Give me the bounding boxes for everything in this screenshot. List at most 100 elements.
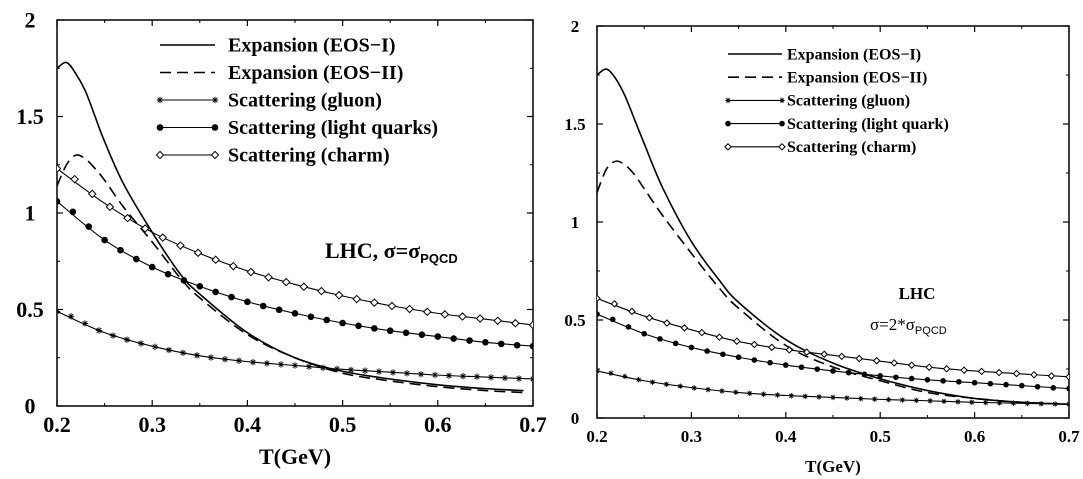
series-marker — [1003, 381, 1009, 388]
series-line — [597, 68, 1069, 406]
series-marker — [1066, 401, 1069, 407]
series-marker — [628, 307, 636, 316]
series-marker — [475, 314, 485, 323]
series-marker — [885, 396, 892, 403]
series-marker — [196, 283, 204, 290]
series-marker — [422, 307, 432, 317]
series-marker — [767, 359, 773, 366]
series-marker — [1034, 383, 1041, 390]
series-marker — [87, 189, 97, 199]
series-marker — [355, 322, 362, 330]
series-marker — [1012, 369, 1021, 378]
legend-marker — [210, 150, 220, 160]
tick-marks — [56, 19, 534, 407]
annotation-main: LHC, σ=σ — [325, 238, 420, 263]
series-marker — [458, 312, 467, 321]
series-marker — [890, 359, 898, 367]
annotation-subscript: PQCD — [420, 251, 458, 266]
series-line — [57, 154, 524, 394]
legend: Expansion (EOS−I) Expansion (EOS−II) Scatt… — [724, 46, 949, 156]
legend-marker — [779, 97, 785, 104]
series-none-0 — [57, 61, 524, 392]
series-marker — [459, 372, 467, 380]
series-marker — [450, 335, 457, 342]
series-marker — [940, 378, 946, 384]
series-marker — [995, 368, 1003, 377]
series-marker — [403, 370, 411, 377]
annotation: LHC, σ=σPQCD — [325, 238, 458, 266]
series-marker — [529, 342, 533, 350]
series-marker — [528, 320, 533, 330]
x-tick-label: 0.7 — [1058, 427, 1080, 446]
series-line — [57, 61, 524, 392]
annotation-subscript: PQCD — [915, 325, 947, 337]
series-marker — [960, 366, 968, 374]
series-marker — [785, 346, 794, 354]
series-marker — [193, 352, 201, 359]
series-marker — [680, 324, 689, 332]
series-marker — [719, 388, 725, 394]
x-tick-label: 0.7 — [519, 412, 547, 437]
series-none-1 — [57, 154, 524, 394]
annotation: σ=2*σPQCD — [870, 315, 947, 337]
series-marker — [515, 375, 523, 382]
series-marker — [625, 324, 632, 330]
series-marker — [133, 255, 140, 263]
series-dot-3 — [597, 311, 1069, 392]
series-marker — [501, 374, 509, 382]
series-marker — [244, 298, 251, 306]
series-marker — [987, 380, 994, 387]
series-marker — [872, 356, 881, 365]
series-marker — [1050, 385, 1057, 391]
series-marker — [291, 310, 299, 317]
series-marker — [179, 349, 187, 357]
series-marker — [389, 369, 397, 376]
y-tick-label: 1 — [25, 201, 36, 226]
series-marker — [1052, 401, 1058, 407]
y-tick-label: 0.5 — [16, 297, 44, 322]
series-none-1 — [597, 160, 1069, 406]
series-marker — [259, 302, 267, 310]
series-marker — [158, 233, 168, 242]
series-marker — [996, 400, 1003, 406]
series-line — [57, 200, 533, 347]
series-marker — [1047, 372, 1056, 380]
x-tick-label: 0.5 — [870, 427, 891, 446]
series-marker — [513, 341, 521, 349]
series-marker — [830, 394, 836, 401]
series-marker — [473, 373, 481, 380]
series-marker — [663, 319, 671, 327]
series-marker — [907, 361, 916, 369]
series-marker — [941, 398, 947, 405]
series-marker — [246, 267, 256, 277]
x-tick-label: 0.3 — [138, 412, 166, 437]
series-marker — [657, 336, 663, 342]
series-marker — [977, 367, 986, 376]
series-marker — [1030, 370, 1038, 379]
series-marker — [956, 378, 962, 385]
series-marker — [347, 366, 355, 374]
series-marker — [101, 236, 108, 244]
series-marker — [57, 308, 61, 315]
series-marker — [361, 367, 369, 374]
series-marker — [1066, 385, 1069, 392]
series-marker — [317, 286, 326, 296]
series-marker — [180, 277, 188, 284]
series-marker — [333, 365, 341, 373]
series-marker — [782, 362, 789, 368]
series-marker — [211, 255, 220, 265]
series-marker — [622, 373, 628, 380]
series-marker — [982, 399, 989, 406]
legend-label: Scattering (gluon) — [228, 90, 382, 112]
series-marker — [768, 343, 776, 352]
series-layer — [597, 68, 1069, 407]
series-marker — [635, 376, 642, 383]
legend-marker — [211, 96, 219, 104]
series-marker — [899, 397, 906, 403]
series-line — [57, 168, 533, 326]
series-marker — [67, 313, 75, 320]
legend-label: Scattering (charm) — [228, 145, 390, 167]
x-tick-label: 0.5 — [329, 412, 357, 437]
right-chart-panel: 0.2 0.3 0.4 0.5 0.6 0.7 0 0.5 1 1.5 2 Expansion (E… — [564, 17, 1080, 476]
series-marker — [750, 340, 759, 349]
